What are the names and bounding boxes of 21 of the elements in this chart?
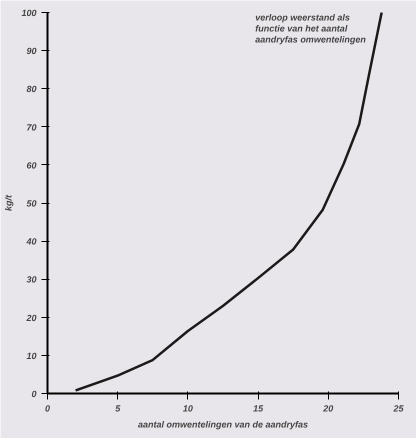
y-tick-label: 20 [25, 312, 37, 323]
y-tick-label: 30 [26, 274, 37, 285]
x-tick-label: 10 [182, 404, 193, 414]
x-tick-label: 0 [44, 404, 50, 414]
y-tick-label: 40 [25, 236, 37, 247]
y-tick-label: 100 [21, 8, 37, 18]
text: verloop weerstand als functie van het aantal aandryfas omwentelingen [255, 12, 366, 44]
x-axis-title: aantal omwentelingen van de aandryfas [138, 420, 308, 430]
y-tick-label: 80 [26, 84, 37, 94]
x-tick-label: 20 [322, 404, 334, 414]
x-tick-label: 5 [115, 404, 122, 414]
x-tick-label: 15 [253, 404, 264, 414]
y-tick-label: 10 [26, 350, 37, 361]
line-series [74, 12, 383, 392]
x-tick-label: 25 [392, 404, 404, 414]
y-tick-label: 0 [31, 389, 37, 399]
y-tick-label: 70 [26, 122, 37, 132]
y-tick-label: 50 [26, 198, 37, 208]
y-tick-label: 60 [26, 160, 37, 170]
y-axis-title: kg/t [3, 194, 14, 211]
y-tick-label: 90 [26, 46, 37, 56]
